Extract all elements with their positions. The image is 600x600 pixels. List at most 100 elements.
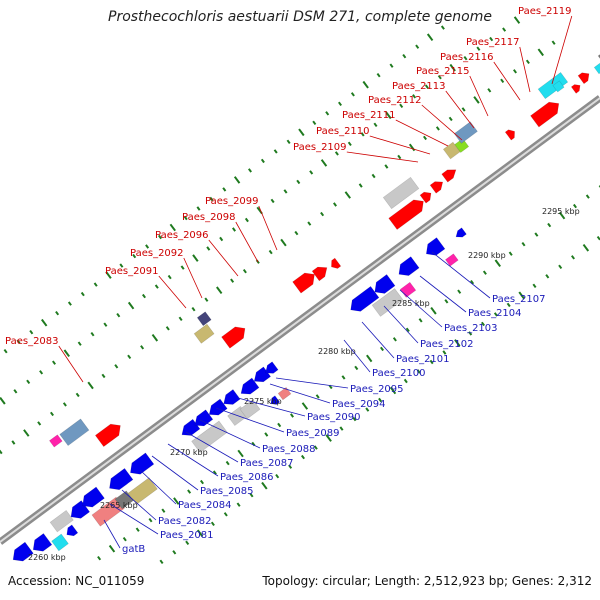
tick-mark xyxy=(376,72,381,78)
leader-line xyxy=(269,383,331,404)
leader-line xyxy=(519,46,531,93)
forward-gene-label: Paes_2092 xyxy=(130,248,184,259)
backbone-inner xyxy=(0,97,600,543)
leader-line xyxy=(369,135,431,155)
tick-mark xyxy=(320,211,325,217)
tick-mark xyxy=(77,341,82,346)
tick-mark xyxy=(532,283,537,289)
tick-mark xyxy=(192,254,199,262)
forward-gene-glyph xyxy=(504,129,515,141)
tick-mark xyxy=(437,74,442,80)
tick-mark xyxy=(402,53,407,59)
figure-title: Prosthecochloris aestuarii DSM 271, comp… xyxy=(108,9,492,25)
tick-mark xyxy=(487,88,492,93)
tick-mark xyxy=(412,94,417,99)
leader-line xyxy=(421,104,463,141)
reverse-gene-glyph xyxy=(398,256,420,276)
reverse-gene-glyph xyxy=(350,286,380,312)
tick-mark xyxy=(380,346,384,352)
leader-line xyxy=(215,407,285,433)
tick-mark xyxy=(142,293,146,299)
leader-line xyxy=(139,469,177,505)
tick-mark xyxy=(232,227,236,232)
tick-mark xyxy=(222,187,227,192)
tick-mark xyxy=(206,246,211,251)
leader-line xyxy=(469,75,489,117)
forward-gene-label: Paes_2098 xyxy=(182,212,236,223)
tick-mark xyxy=(39,370,44,375)
tick-mark xyxy=(180,265,185,270)
forward-gene-label: Paes_2099 xyxy=(205,196,259,207)
tick-mark xyxy=(473,96,480,104)
reverse-gene-label: gatB xyxy=(122,544,145,555)
scale-label: 2285 kbp xyxy=(392,299,430,308)
reverse-gene-label: Paes_2095 xyxy=(350,384,404,395)
reverse-gene-label: Paes_2088 xyxy=(262,444,316,455)
tick-mark xyxy=(261,481,268,490)
tick-mark xyxy=(16,339,21,344)
tick-mark xyxy=(151,333,159,342)
tick-mark xyxy=(248,168,252,173)
tick-mark xyxy=(294,230,299,236)
tick-mark xyxy=(63,349,70,358)
tick-mark xyxy=(122,536,127,542)
tick-mark xyxy=(339,426,344,431)
tick-mark xyxy=(233,176,241,184)
tick-mark xyxy=(105,271,112,279)
forward-gene-glyph xyxy=(570,84,581,94)
reverse-gene-glyph xyxy=(265,361,279,374)
tick-mark xyxy=(440,25,445,30)
tick-mark xyxy=(320,159,328,167)
reverse-gene-glyph xyxy=(130,452,155,475)
tick-mark xyxy=(204,297,209,302)
forward-gene-glyph xyxy=(442,141,461,160)
reverse-gene-glyph xyxy=(70,500,91,519)
tick-mark xyxy=(371,173,376,179)
tick-mark xyxy=(127,301,135,310)
reverse-gene-label: Paes_2084 xyxy=(178,500,232,511)
tick-mark xyxy=(41,318,48,327)
reverse-gene-label: Paes_2103 xyxy=(444,323,498,334)
scale-label: 2295 kbp xyxy=(542,207,580,216)
tick-mark xyxy=(242,268,247,274)
reverse-gene-glyph xyxy=(371,288,404,317)
leader-line xyxy=(167,443,219,477)
tick-mark xyxy=(187,489,192,494)
leader-line xyxy=(183,257,203,299)
tick-mark xyxy=(389,386,397,395)
tick-mark xyxy=(350,92,355,97)
reverse-gene-label: Paes_2089 xyxy=(286,428,340,439)
tick-mark xyxy=(210,521,215,527)
tick-mark xyxy=(159,559,164,565)
leader-line xyxy=(185,431,239,463)
tick-mark xyxy=(298,128,305,137)
reverse-gene-label: Paes_2101 xyxy=(396,354,450,365)
tick-mark xyxy=(275,473,280,479)
scale-label: 2275 kbp xyxy=(244,397,282,406)
leader-line xyxy=(121,489,157,521)
reverse-gene-glyph xyxy=(455,227,467,238)
tick-mark xyxy=(183,215,188,221)
reverse-gene-glyph xyxy=(32,533,53,552)
reverse-gene-label: Paes_2104 xyxy=(468,308,522,319)
tick-mark xyxy=(315,394,320,399)
forward-gene-label: Paes_2113 xyxy=(392,81,446,92)
tick-mark xyxy=(481,321,485,327)
tick-mark xyxy=(585,194,590,199)
tick-mark xyxy=(270,198,275,204)
forward-gene-glyph xyxy=(577,72,590,85)
tick-mark xyxy=(219,236,224,242)
tick-mark xyxy=(430,306,437,315)
reverse-gene-glyph xyxy=(253,366,272,383)
tick-mark xyxy=(334,151,339,156)
leader-line xyxy=(419,275,467,313)
leader-line xyxy=(395,119,449,147)
forward-gene-glyph xyxy=(382,176,420,210)
leader-line xyxy=(275,377,349,389)
tick-mark xyxy=(365,407,370,412)
forward-gene-label: Paes_2115 xyxy=(416,66,470,77)
tick-mark xyxy=(127,354,132,360)
tick-mark xyxy=(525,59,530,65)
